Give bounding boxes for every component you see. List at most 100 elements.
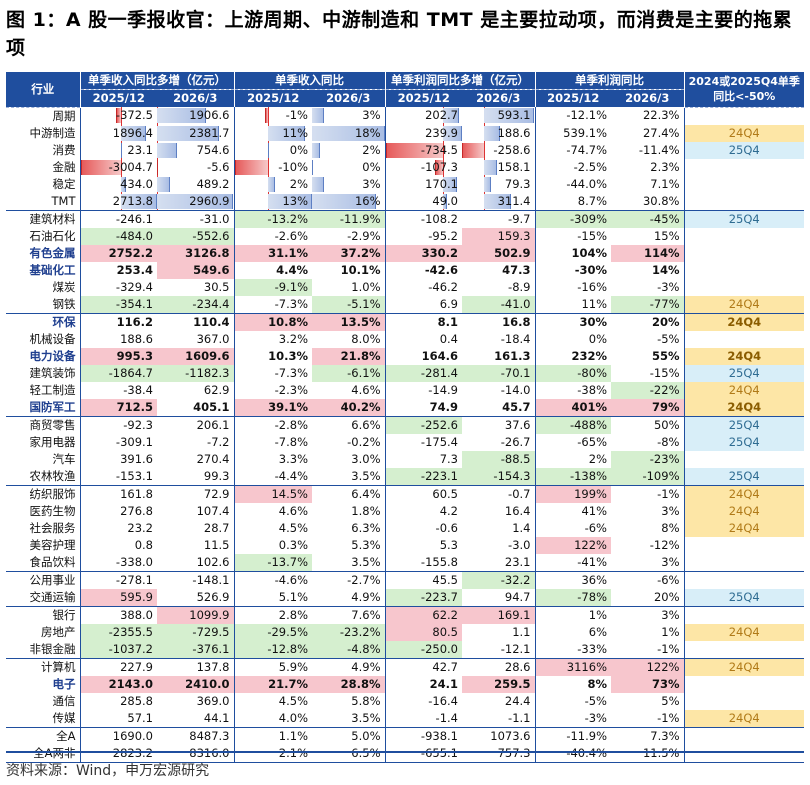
value-cell: -65%: [577, 434, 607, 449]
header-group-rev-inc: 单季收入同比多增（亿元）: [80, 72, 235, 90]
value-text: 239.9: [425, 125, 458, 140]
value-cell: 161.8: [120, 486, 153, 501]
value-cell: 199%: [535, 485, 611, 503]
value-cell: 1%: [588, 607, 607, 622]
value-text: -5.6: [207, 159, 230, 174]
value-cell: 28.7: [157, 519, 235, 537]
value-cell: 2752.2: [80, 244, 157, 262]
value-cell: 15%: [611, 227, 685, 245]
value-cell: -1037.2: [80, 640, 157, 659]
q4-flag-cell: [684, 727, 804, 745]
value-cell: -309%: [535, 210, 611, 228]
data-bar: [434, 159, 444, 175]
table-row: 通信 285.8 369.0 4.5% 5.8% -16.4 24.4 -5% 5%: [6, 692, 804, 710]
table-row: 电子 2143.0 2410.0 21.7% 28.8% 24.1 259.5 8% 73%: [6, 675, 804, 693]
q4-flag-cell: 24Q4: [684, 519, 804, 537]
data-bar: [268, 193, 312, 209]
industry-name: 机械设备: [6, 330, 81, 348]
value-cell: -13.7%: [234, 553, 312, 572]
value-text: 202.7: [425, 108, 458, 123]
header-period: 2026/3: [157, 89, 235, 107]
value-cell: 549.6: [157, 261, 235, 279]
value-cell: -3%: [535, 709, 611, 728]
value-text: -3004.7: [108, 159, 153, 174]
table-row: 非银金融 -1037.2 -376.1 -12.8% -4.8% -250.0 -12.1-…: [6, 640, 804, 659]
q4-flag-cell: [684, 744, 804, 763]
value-text: 0%: [362, 159, 381, 174]
header-period: 2025/12: [385, 89, 462, 107]
value-cell: 1906.6: [157, 107, 235, 125]
value-cell: 4.9%: [312, 588, 386, 607]
value-text: 1896.4: [112, 125, 153, 140]
value-cell: 1%: [611, 623, 685, 641]
table-row: 医药生物 276.8 107.4 4.6% 1.8% 4.2 16.4 41% 3% 24Q4: [6, 502, 804, 520]
value-cell: -10%: [234, 158, 312, 176]
industry-name: 基础化工: [6, 261, 81, 279]
table-row: 国防军工 712.5 405.1 39.1% 40.2% 74.9 45.7 401% 79% 2…: [6, 398, 804, 417]
value-cell: -11.9%: [566, 728, 607, 743]
industry-name: 食品饮料: [6, 553, 81, 572]
value-cell: -729.5: [157, 623, 235, 641]
value-cell: 995.3: [80, 347, 157, 365]
value-cell: 110.4: [157, 313, 235, 331]
value-cell: 5%: [611, 692, 685, 710]
q4-flag-cell: 24Q4: [684, 124, 804, 142]
value-cell: -155.8: [385, 553, 462, 572]
value-cell: 21.8%: [312, 347, 386, 365]
value-cell: 1.4: [462, 519, 536, 537]
value-cell: -8.9: [462, 278, 536, 296]
value-cell: 3.0%: [312, 450, 386, 468]
data-bar: [268, 125, 306, 141]
data-bar: [120, 193, 157, 209]
value-cell: 595.9: [80, 588, 157, 607]
value-cell: 8.0%: [312, 330, 386, 348]
value-cell: -5.6: [157, 158, 235, 176]
data-bar: [115, 108, 121, 123]
data-bar: [443, 108, 460, 123]
data-bar: [312, 159, 313, 175]
value-cell: 7.6%: [312, 606, 386, 624]
data-bar: [157, 193, 233, 209]
data-bar: [312, 125, 384, 141]
value-cell: 11%: [234, 124, 312, 142]
header-period: 2026/3: [462, 89, 536, 107]
value-cell: -153.1: [80, 467, 157, 486]
industry-name: 医药生物: [6, 502, 81, 520]
industry-name: 煤炭: [6, 278, 81, 296]
value-cell: -223.1: [385, 467, 462, 486]
data-bar: [484, 108, 534, 123]
bar-axis: [120, 107, 122, 125]
value-cell: -2355.5: [80, 623, 157, 641]
value-cell: -5%: [584, 693, 607, 708]
table-row: 消费 23.1 754.6 0% 2% -734.5 -258.6 -74.7% -11.4% 2…: [6, 141, 804, 159]
value-text: 2381.7: [189, 125, 230, 140]
table-row: 商贸零售 -92.3 206.1 -2.8% 6.6% -252.6 37.6 -488% 50…: [6, 416, 804, 434]
table-row: 环保 116.2 110.4 10.8% 13.5% 8.1 16.8 30% 20% 24Q4: [6, 313, 804, 331]
table-row: 金融 -3004.7 -5.6 -10% 0% -107.3 158.1 -2.5% 2.3%: [6, 158, 804, 176]
bar-axis: [484, 141, 485, 159]
industry-name: 交通运输: [6, 588, 81, 607]
value-cell: -2.3%: [274, 382, 308, 397]
value-cell: -484.0: [80, 227, 157, 245]
table-row: 交通运输 595.9 526.9 5.1% 4.9% -223.7 94.7 -78% 20% 2…: [6, 588, 804, 607]
table-row: 基础化工 253.4 549.6 4.4% 10.1% -42.6 47.3 -30% 14%: [6, 261, 804, 279]
value-cell: 3%: [611, 502, 685, 520]
value-cell: -95.2: [428, 228, 458, 243]
value-cell: -1%: [611, 709, 685, 728]
value-cell: 276.8: [120, 503, 153, 518]
value-cell: 388.0: [120, 607, 153, 622]
q4-flag-cell: 24Q4: [684, 709, 804, 728]
value-text: 170.1: [425, 176, 458, 191]
data-bar: [157, 125, 219, 141]
industry-name: 电子: [6, 675, 81, 693]
value-cell: 2.8%: [278, 607, 308, 622]
table-row: 有色金属 2752.2 3126.8 31.1% 37.2% 330.2 502.9 104%…: [6, 244, 804, 262]
value-cell: 27.4%: [611, 124, 685, 142]
value-cell: -252.6: [385, 416, 462, 434]
value-cell: 1099.9: [157, 606, 235, 624]
value-cell: 2143.0: [80, 675, 157, 693]
value-cell: 28.6: [462, 658, 536, 676]
value-cell: 188.6: [120, 331, 153, 346]
value-cell: -14.9: [428, 382, 458, 397]
industry-name: 金融: [6, 158, 81, 176]
